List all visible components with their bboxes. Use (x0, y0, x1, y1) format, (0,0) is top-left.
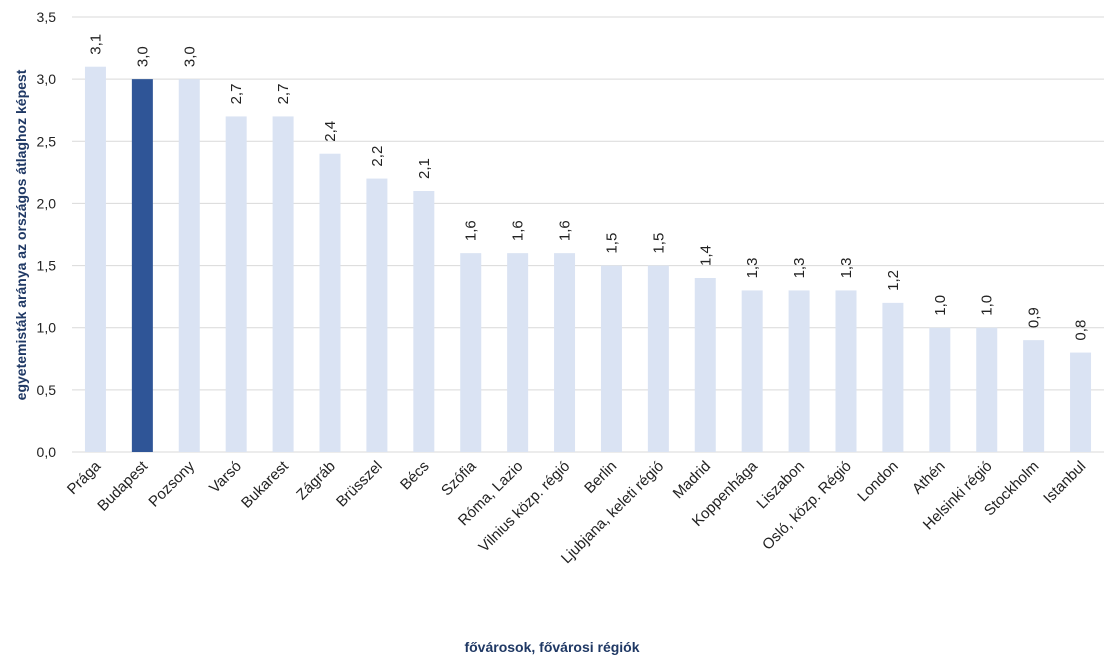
data-label: 2,7 (275, 84, 292, 105)
data-label: 1,5 (603, 233, 620, 254)
bar (647, 265, 669, 452)
y-tick-label: 0,0 (37, 444, 57, 460)
data-label: 0,9 (1026, 307, 1043, 328)
data-label: 1,2 (885, 270, 902, 291)
category-label: Bécs (397, 458, 433, 494)
data-label: 2,7 (228, 84, 245, 105)
y-tick-label: 1,0 (37, 320, 57, 336)
category-label: Szófia (438, 457, 480, 499)
y-tick-label: 3,0 (37, 71, 57, 87)
category-label: Budapest (94, 457, 151, 514)
category-label: Bukarest (238, 457, 292, 511)
y-tick-label: 0,5 (37, 382, 57, 398)
y-tick-label: 1,5 (37, 258, 57, 274)
data-label: 2,4 (322, 121, 339, 142)
y-tick-label: 2,0 (37, 195, 57, 211)
category-label: Pozsony (145, 457, 198, 510)
bar (319, 153, 341, 452)
bar (882, 302, 904, 452)
bar (976, 327, 998, 452)
category-label: Istanbul (1040, 458, 1089, 507)
bar (272, 116, 294, 452)
bar (694, 278, 716, 452)
data-label: 1,6 (510, 220, 527, 241)
data-label: 1,6 (463, 220, 480, 241)
data-label: 0,8 (1073, 320, 1090, 341)
y-axis-title: egyetemisták aránya az országos átlaghoz… (13, 69, 29, 400)
data-label: 1,0 (979, 295, 996, 316)
bar (507, 253, 529, 452)
bar (413, 191, 435, 452)
bar (225, 116, 247, 452)
data-label: 1,4 (697, 245, 714, 266)
bar (1070, 352, 1092, 452)
y-tick-label: 3,5 (37, 9, 57, 25)
category-label: Osló, közp. Régió (759, 458, 855, 554)
data-label: 3,0 (134, 46, 151, 67)
data-label: 1,3 (838, 258, 855, 279)
category-label: Athén (909, 458, 949, 498)
bar (741, 290, 763, 452)
bar (929, 327, 951, 452)
data-label: 3,1 (87, 34, 104, 55)
bar (835, 290, 857, 452)
category-label: Prága (64, 457, 105, 498)
category-label: Vilnius közp. régió (475, 458, 573, 556)
bar (84, 66, 106, 452)
category-label: Varsó (206, 458, 245, 497)
data-labels: 3,1 3,0 3,0 2,7 2,7 2,4 2,2 2,1 1,6 1,6 1,6 1,5 1,5 1… (87, 34, 1089, 341)
category-label: Brüsszel (333, 458, 386, 511)
bar (1023, 340, 1045, 452)
data-label: 1,0 (932, 295, 949, 316)
data-label: 1,6 (557, 220, 574, 241)
data-label: 1,5 (650, 233, 667, 254)
category-label: Berlin (581, 458, 620, 497)
bar (366, 178, 388, 453)
x-axis-title: fővárosok, fővárosi régiók (464, 639, 639, 655)
data-label: 2,2 (369, 146, 386, 167)
bar (788, 290, 810, 452)
data-label: 3,0 (181, 46, 198, 67)
data-label: 1,3 (791, 258, 808, 279)
bar (600, 265, 622, 452)
bar (554, 253, 576, 452)
bar (131, 79, 153, 453)
y-tick-label: 2,5 (37, 133, 57, 149)
data-label: 1,3 (744, 258, 761, 279)
bar (178, 79, 200, 453)
category-label: Zágráb (293, 458, 339, 504)
y-axis-ticks: 0,0 0,5 1,0 1,5 2,0 2,5 3,0 3,5 (37, 9, 57, 460)
category-label: Madrid (670, 458, 714, 502)
bar (460, 253, 482, 452)
data-label: 2,1 (416, 158, 433, 179)
bars (84, 66, 1092, 453)
category-label: London (854, 458, 901, 505)
